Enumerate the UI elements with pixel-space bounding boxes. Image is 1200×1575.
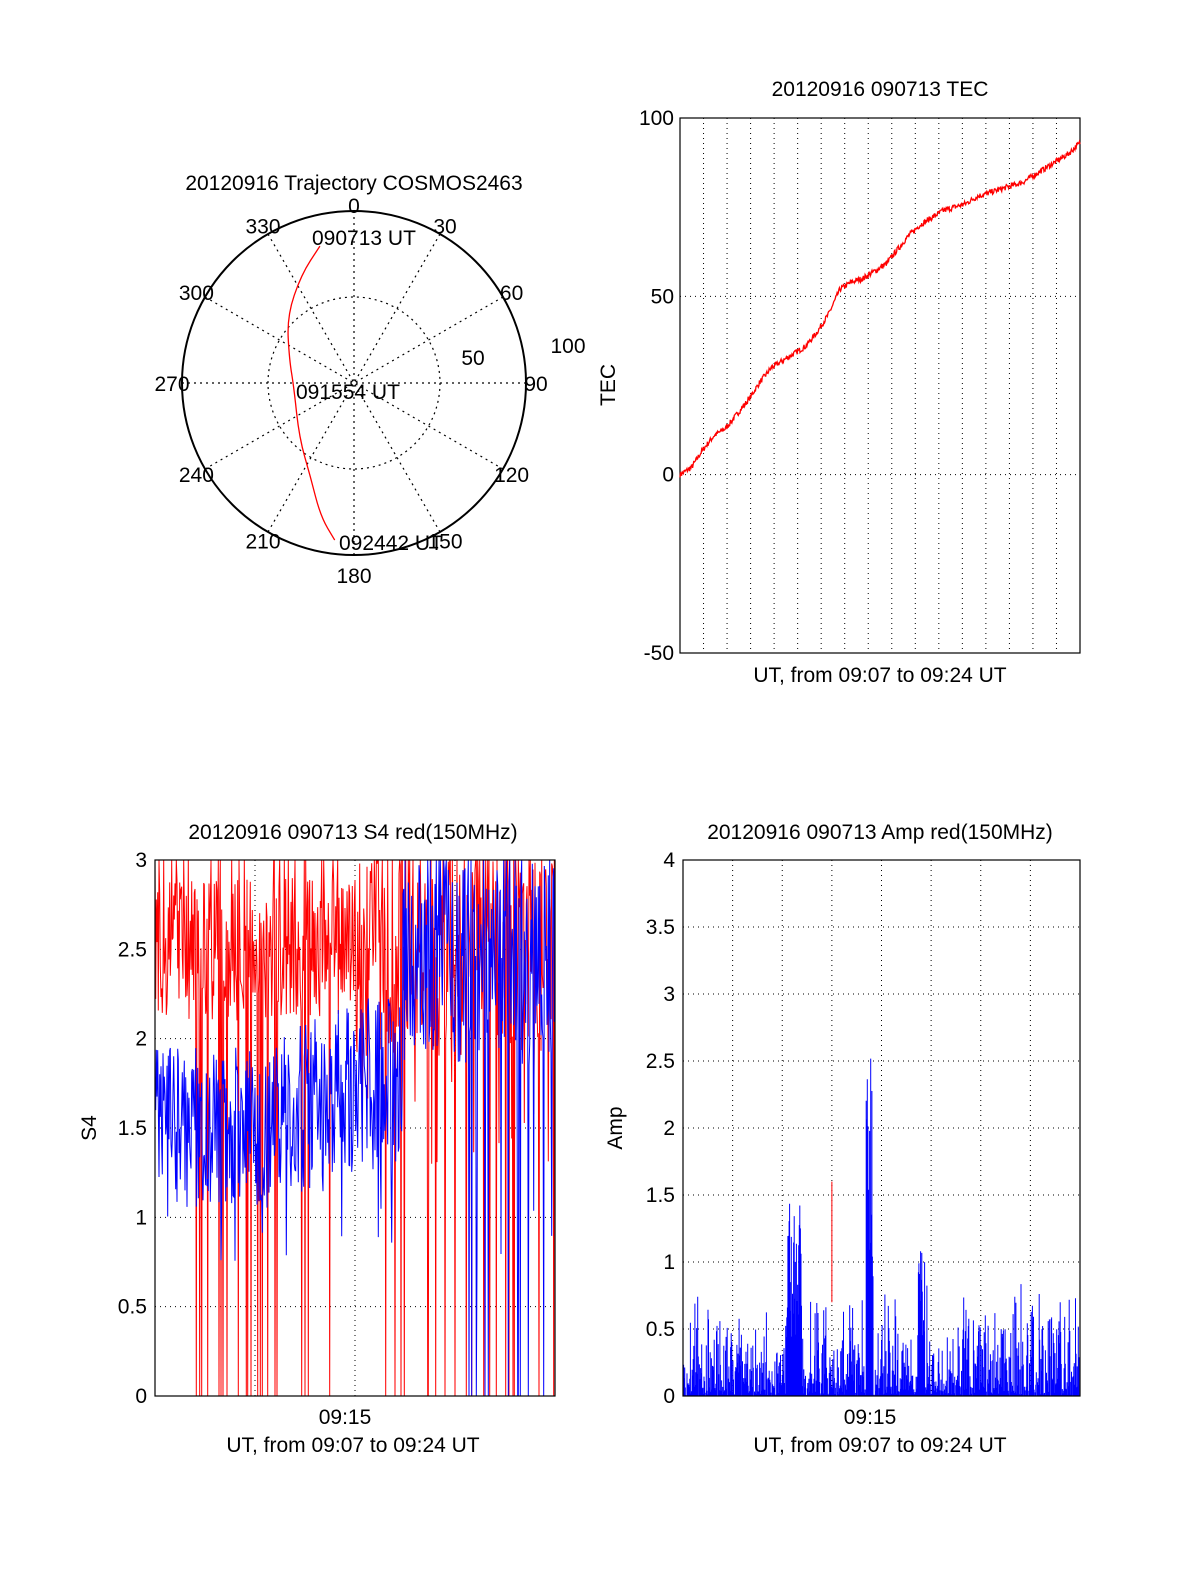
amp-y-tick-label: 3.5: [646, 916, 675, 939]
trajectory-mid-label: 091554 UT: [296, 381, 400, 404]
amp-y-tick-label: 2.5: [646, 1050, 675, 1073]
polar-azimuth-label-90: 90: [524, 373, 547, 396]
s4-x-axis-label: UT, from 09:07 to 09:24 UT: [226, 1434, 479, 1457]
tec-x-axis-label: UT, from 09:07 to 09:24 UT: [753, 664, 1006, 687]
s4-grid: [155, 860, 555, 1396]
tec-grid: [680, 118, 1080, 653]
polar-circle-50: [267, 296, 441, 470]
polar-azimuth-labels: 0 30 60 90 120 150 180 210 240 270 300 330: [154, 195, 547, 588]
tec-y-tick-label: -50: [644, 642, 674, 665]
trajectory-start-label: 090713 UT: [312, 227, 416, 250]
polar-azimuth-label-240: 240: [179, 464, 214, 487]
tec-y-tick-label: 50: [651, 285, 674, 308]
tec-plot-frame: [679, 117, 1081, 654]
amp-plot-frame: [682, 859, 1081, 1397]
s4-title: 20120916 090713 S4 red(150MHz): [188, 821, 517, 844]
polar-azimuth-label-150: 150: [427, 531, 462, 554]
polar-azimuth-label-330: 330: [245, 215, 280, 238]
polar-trajectory-plot: 20120916 Trajectory COSMOS2463 0 30 60 90 12…: [154, 172, 585, 588]
polar-outer-circle: [181, 210, 527, 556]
polar-azimuth-label-270: 270: [154, 373, 189, 396]
polar-azimuth-label-180: 180: [336, 565, 371, 588]
tec-title: 20120916 090713 TEC: [772, 78, 989, 101]
polar-azimuth-label-120: 120: [494, 464, 529, 487]
amp-y-axis-label: Amp: [604, 1106, 627, 1149]
amp-y-tick-label: 0: [663, 1385, 675, 1408]
polar-azimuth-label-60: 60: [500, 282, 523, 305]
s4-x-tick-0915: 09:15: [319, 1406, 372, 1429]
tec-y-tick-label: 100: [639, 107, 674, 130]
s4-y-tick-label: 2: [135, 1028, 147, 1051]
polar-radial-label-50: 50: [461, 347, 484, 370]
trajectory-end-label: 092442 UT: [339, 532, 443, 555]
s4-plot: 20120916 090713 S4 red(150MHz) 3 2.5 2 1.5 1…: [78, 821, 556, 1457]
amp-title: 20120916 090713 Amp red(150MHz): [707, 821, 1053, 844]
s4-y-tick-label: 2.5: [118, 938, 147, 961]
s4-red-series: [154, 859, 556, 1397]
s4-y-tick-label: 0: [135, 1385, 147, 1408]
amp-y-tick-label: 2: [663, 1117, 675, 1140]
tec-y-ticks: 100 50 0 -50: [639, 107, 674, 665]
polar-azimuth-label-0: 0: [348, 195, 360, 218]
amp-plot: 20120916 090713 Amp red(150MHz) 4 3.5 3 2.5…: [604, 821, 1081, 1457]
s4-y-tick-label: 0.5: [118, 1296, 147, 1319]
s4-plot-frame: [154, 859, 556, 1397]
tec-plot: 20120916 090713 TEC 100 50 0 -50 TEC UT, fr…: [597, 78, 1081, 687]
amp-y-tick-label: 0.5: [646, 1318, 675, 1341]
amp-x-tick-0915: 09:15: [844, 1406, 897, 1429]
s4-y-ticks: 3 2.5 2 1.5 1 0.5 0: [118, 849, 147, 1408]
polar-title: 20120916 Trajectory COSMOS2463: [185, 172, 522, 195]
amp-y-tick-label: 4: [663, 849, 675, 872]
amp-y-ticks: 4 3.5 3 2.5 2 1.5 1 0.5 0: [646, 849, 676, 1408]
amp-y-tick-label: 1.5: [646, 1184, 675, 1207]
amp-x-axis-label: UT, from 09:07 to 09:24 UT: [753, 1434, 1006, 1457]
s4-y-tick-label: 3: [135, 849, 147, 872]
amp-grid: [683, 860, 1080, 1396]
polar-radial-label-100: 100: [550, 335, 585, 358]
polar-azimuth-label-300: 300: [179, 282, 214, 305]
polar-azimuth-label-30: 30: [433, 215, 456, 238]
s4-y-tick-label: 1.5: [118, 1117, 147, 1140]
tec-y-tick-label: 0: [662, 464, 674, 487]
tec-y-axis-label: TEC: [597, 364, 620, 406]
tec-series-line: [679, 139, 1081, 478]
s4-y-tick-label: 1: [135, 1206, 147, 1229]
amp-blue-series: [683, 1058, 1081, 1396]
trajectory-line: [287, 245, 336, 541]
amp-y-tick-label: 1: [663, 1251, 675, 1274]
polar-azimuth-label-210: 210: [245, 531, 280, 554]
amp-y-tick-label: 3: [663, 983, 675, 1006]
s4-y-axis-label: S4: [78, 1115, 101, 1141]
